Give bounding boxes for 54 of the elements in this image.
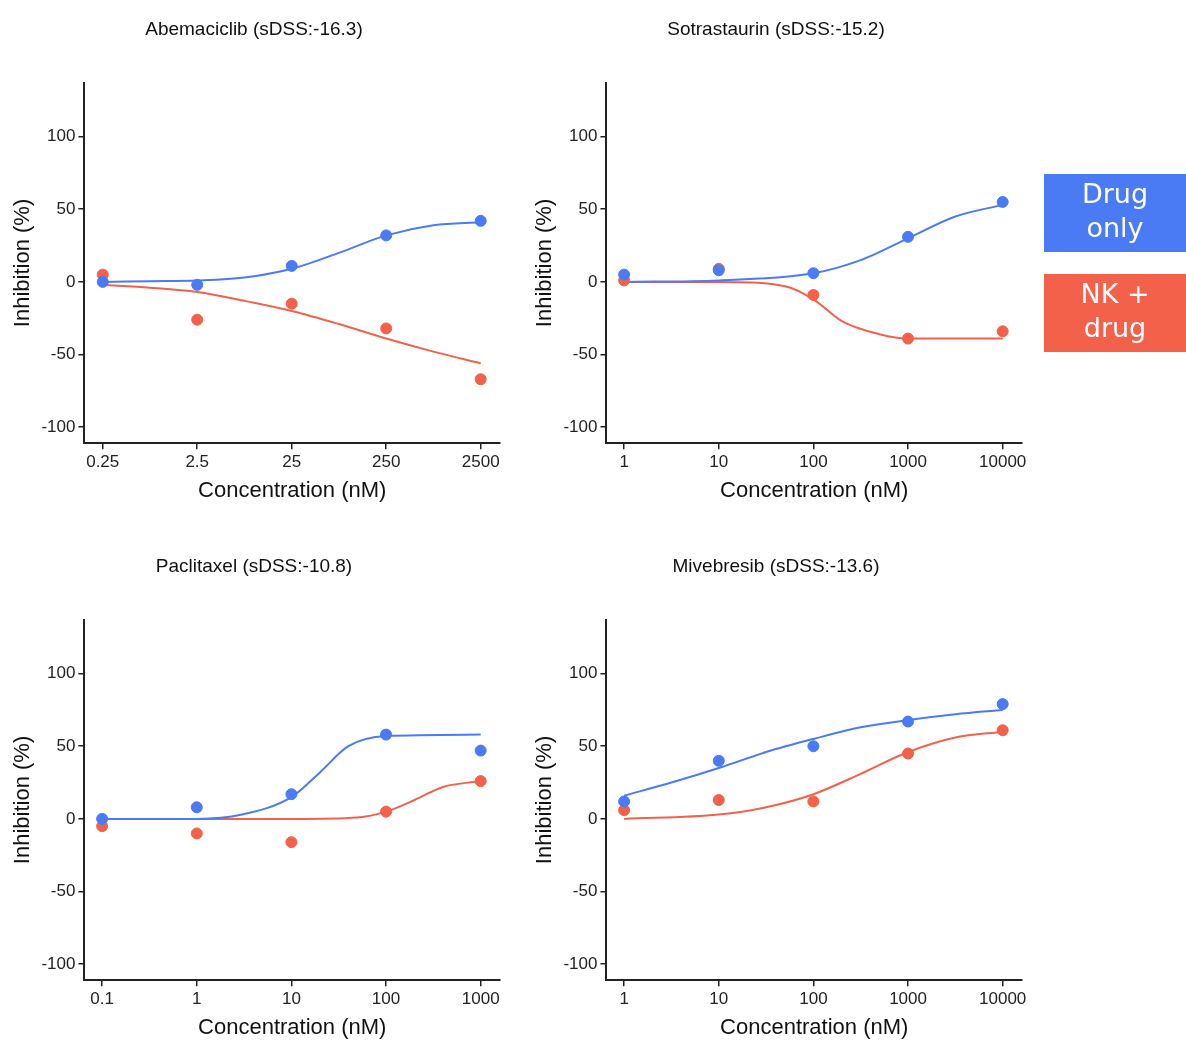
y-tick-label: -50 [50,881,76,901]
y-tick-label: -100 [563,953,598,973]
x-tick-label: 100 [371,989,401,1009]
x-tick-label: 10000 [979,989,1027,1009]
x-tick-label: 1 [192,989,202,1009]
y-tick-label: 50 [56,198,76,218]
x-tick-label: 0.25 [86,452,120,472]
chart-title: Abemaciclib (sDSS:-16.3) [145,17,363,39]
text: Drug only [1081,178,1149,244]
x-tick-label: 1000 [889,989,927,1009]
x-axis-title: Concentration (nM) [198,476,387,502]
y-tick-label: -100 [41,416,76,436]
y-axis-title: Inhibition (%) [9,198,35,328]
x-tick-label: 10 [709,452,729,472]
y-tick-label: -50 [572,344,598,364]
y-tick-label: 0 [587,271,598,291]
x-tick-label: 1000 [889,452,927,472]
x-tick-label: 1 [619,452,629,472]
chart-title: Sotrastaurin (sDSS:-15.2) [667,17,885,39]
y-tick-label: 50 [578,198,598,218]
x-tick-label: 0.1 [90,989,114,1009]
x-tick-label: 10 [281,989,301,1009]
x-tick-label: 10000 [979,452,1027,472]
x-tick-label: 25 [282,452,302,472]
y-tick-label: -100 [41,953,76,973]
y-axis-title: Inhibition (%) [531,735,557,865]
x-tick-label: 10 [709,989,729,1009]
y-tick-label: 50 [578,735,598,755]
y-tick-label: 50 [56,735,76,755]
x-axis-title: Concentration (nM) [198,1013,387,1039]
x-tick-label: 250 [372,452,401,472]
y-axis-title: Inhibition (%) [9,735,35,865]
x-tick-label: 1 [619,989,629,1009]
x-tick-label: 1000 [461,989,500,1009]
y-tick-label: 100 [569,126,598,146]
text: NK + drug [1080,278,1150,344]
y-tick-label: 0 [65,271,76,291]
y-tick-label: 100 [569,663,598,683]
y-tick-label: 0 [65,808,76,828]
x-axis-title: Concentration (nM) [720,1013,909,1039]
y-tick-label: 0 [587,808,598,828]
chart-title: Paclitaxel (sDSS:-10.8) [155,554,353,576]
x-tick-label: 100 [799,452,828,472]
y-tick-label: -100 [563,416,598,436]
y-axis-title: Inhibition (%) [531,198,557,328]
y-tick-label: 100 [47,663,76,683]
chart-title: Mivebresib (sDSS:-13.6) [672,554,880,576]
y-tick-label: -50 [50,344,76,364]
x-tick-label: 100 [799,989,828,1009]
x-tick-label: 2.5 [185,452,210,472]
x-tick-label: 2500 [461,452,500,472]
x-axis-title: Concentration (nM) [720,476,909,502]
y-tick-label: -50 [572,881,598,901]
y-tick-label: 100 [47,126,76,146]
